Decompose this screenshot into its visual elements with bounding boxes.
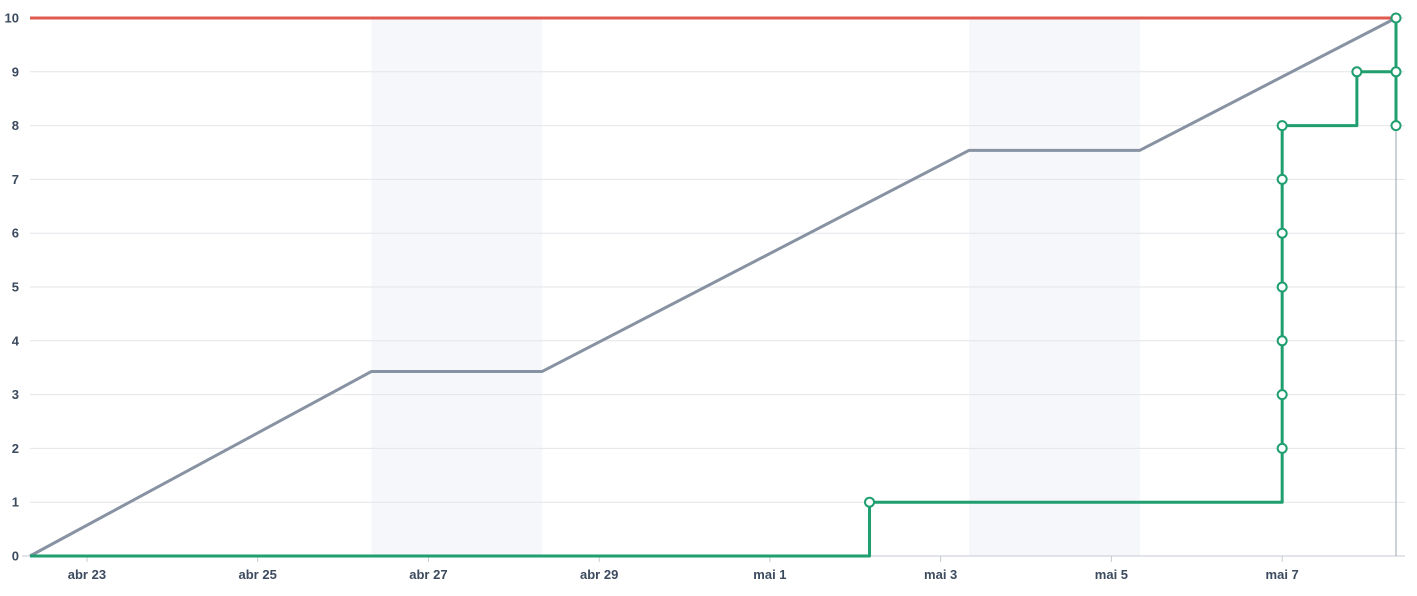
actual-point[interactable] bbox=[1276, 389, 1288, 401]
x-tick-label: mai 3 bbox=[924, 567, 957, 582]
y-tick-label: 2 bbox=[12, 441, 19, 456]
x-tick-labels: abr 23 abr 25 abr 27 abr 29 mai 1 mai 3 mai 5 m… bbox=[68, 556, 1299, 582]
x-tick-label: abr 25 bbox=[239, 567, 277, 582]
x-tick-label: abr 27 bbox=[409, 567, 447, 582]
y-tick-label: 1 bbox=[12, 495, 19, 510]
y-tick-label: 8 bbox=[12, 118, 19, 133]
y-tick-label: 10 bbox=[5, 11, 19, 26]
x-tick-label: mai 1 bbox=[753, 567, 786, 582]
actual-point[interactable] bbox=[1351, 66, 1363, 78]
actual-line bbox=[30, 18, 1398, 558]
x-tick-label: mai 5 bbox=[1095, 567, 1128, 582]
actual-point[interactable] bbox=[1276, 442, 1288, 454]
actual-point[interactable] bbox=[1276, 335, 1288, 347]
y-tick-label: 6 bbox=[12, 226, 19, 241]
actual-point[interactable] bbox=[1276, 173, 1288, 185]
y-tick-label: 4 bbox=[12, 333, 20, 348]
y-tick-label: 3 bbox=[12, 387, 19, 402]
actual-point[interactable] bbox=[1276, 120, 1288, 132]
series-lines bbox=[29, 16, 1398, 558]
actual-point[interactable] bbox=[1276, 227, 1288, 239]
y-tick-label: 7 bbox=[12, 172, 19, 187]
y-tick-label: 0 bbox=[12, 549, 19, 564]
actual-point[interactable] bbox=[1390, 120, 1402, 132]
grid-lines bbox=[30, 17, 1405, 557]
x-tick-label: mai 7 bbox=[1266, 567, 1299, 582]
y-tick-label: 5 bbox=[12, 280, 19, 295]
ideal-line bbox=[29, 16, 1397, 558]
x-tick-label: abr 29 bbox=[580, 567, 618, 582]
actual-point[interactable] bbox=[1390, 66, 1402, 78]
y-tick-label: 9 bbox=[12, 64, 19, 79]
actual-point[interactable] bbox=[1276, 281, 1288, 293]
actual-point[interactable] bbox=[864, 496, 876, 508]
actual-point[interactable] bbox=[1390, 12, 1402, 24]
data-points bbox=[864, 12, 1402, 508]
x-tick-label: abr 23 bbox=[68, 567, 106, 582]
y-tick-labels: 0 1 2 3 4 5 6 7 8 9 10 bbox=[5, 11, 20, 564]
